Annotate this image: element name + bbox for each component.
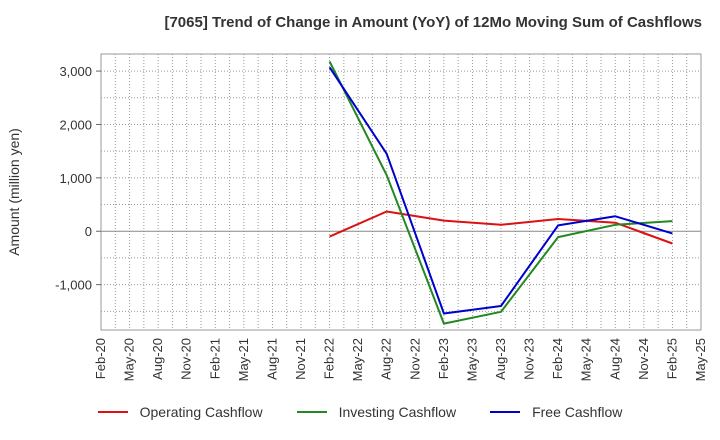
- chart-title: [7065] Trend of Change in Amount (YoY) o…: [164, 14, 702, 31]
- y-tick-label: -1,000: [55, 278, 92, 293]
- x-tick-label: May-23: [464, 338, 479, 381]
- legend-swatch-free: [490, 411, 521, 413]
- legend-label-free: Free Cashflow: [532, 404, 623, 420]
- y-tick-label: 1,000: [59, 171, 92, 186]
- series-layer: [328, 61, 673, 325]
- x-tick-label: May-25: [693, 338, 708, 381]
- legend-label-investing: Investing Cashflow: [338, 404, 457, 420]
- series-line-operating: [329, 210, 673, 245]
- y-axis: -1,000 0 1,000 2,000 3,000: [55, 64, 101, 293]
- legend-swatch-investing: [296, 411, 327, 413]
- x-tick-label: Feb-21: [207, 338, 222, 379]
- x-tick-label: Aug-20: [150, 338, 165, 380]
- x-tick-label: Aug-23: [493, 338, 508, 380]
- x-tick-label: Nov-24: [636, 338, 651, 380]
- x-tick-label: May-21: [236, 338, 251, 381]
- legend: Operating Cashflow Investing Cashflow Fr…: [0, 404, 720, 420]
- x-tick-label: Feb-22: [322, 338, 337, 379]
- legend-swatch-operating: [97, 411, 128, 413]
- x-tick-label: May-20: [122, 338, 137, 381]
- x-tick-label: Nov-21: [293, 338, 308, 380]
- x-tick-label: Feb-25: [664, 338, 679, 379]
- x-tick-label: Nov-22: [407, 338, 422, 380]
- y-axis-title: Amount (million yen): [6, 128, 22, 256]
- x-tick-label: Aug-24: [607, 338, 622, 380]
- grid-layer: [100, 54, 702, 330]
- y-tick-label: 3,000: [59, 64, 92, 79]
- legend-label-operating: Operating Cashflow: [139, 404, 263, 420]
- x-tick-label: May-22: [350, 338, 365, 381]
- x-tick-label: Feb-23: [436, 338, 451, 379]
- legend-item-investing: Investing Cashflow: [296, 404, 457, 420]
- x-tick-label: May-24: [579, 338, 594, 381]
- plot-frame: [100, 53, 702, 331]
- x-tick-label: Feb-20: [93, 338, 108, 379]
- x-tick-label: Feb-24: [550, 338, 565, 379]
- series-line-investing: [328, 61, 673, 325]
- x-tick-label: Aug-22: [379, 338, 394, 380]
- x-tick-label: Nov-23: [522, 338, 537, 380]
- series-line-free: [328, 66, 673, 315]
- legend-item-operating: Operating Cashflow: [97, 404, 263, 420]
- legend-item-free: Free Cashflow: [490, 404, 622, 420]
- x-tick-label: Aug-21: [264, 338, 279, 380]
- y-tick-label: 0: [85, 224, 92, 239]
- x-tick-label: Nov-20: [179, 338, 194, 380]
- y-tick-label: 2,000: [59, 117, 92, 132]
- x-axis: Feb-20 May-20 Aug-20 Nov-20 Feb-21 May-21 Aug-…: [93, 338, 708, 381]
